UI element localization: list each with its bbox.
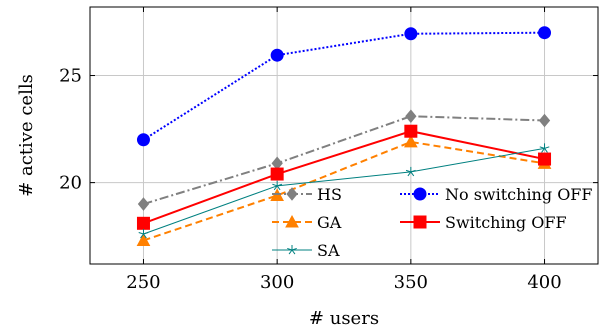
data-point	[405, 109, 417, 124]
legend-marker	[413, 187, 427, 201]
data-point	[538, 26, 552, 40]
x-axis-label: # users	[309, 308, 379, 329]
x-tick-label: 400	[527, 272, 561, 293]
series-line	[143, 140, 545, 242]
series-4	[138, 143, 550, 239]
legend-marker	[413, 215, 427, 229]
data-point	[538, 152, 552, 166]
data-point	[136, 233, 151, 246]
legend-entry: GA	[272, 213, 342, 232]
legend: HS No switching OFF GA Switching OFF SA	[272, 185, 593, 260]
y-tick-label: 25	[59, 66, 82, 87]
y-tick-label: 20	[59, 173, 82, 194]
data-point	[271, 156, 283, 171]
plot-frame	[89, 6, 599, 265]
x-tick-label: 350	[394, 272, 428, 293]
data-point	[272, 180, 283, 191]
series-3	[136, 124, 552, 230]
legend-marker	[287, 245, 297, 255]
data-point	[404, 124, 418, 138]
series-line	[143, 115, 545, 205]
series-layer	[136, 26, 552, 246]
ticks: 250 300 350 400 20 25	[59, 7, 598, 293]
x-tick-label: 300	[260, 272, 294, 293]
data-point	[539, 143, 550, 153]
legend-entry: HS	[272, 185, 342, 204]
legend-label: No switching OFF	[445, 185, 593, 204]
legend-label: HS	[317, 185, 342, 204]
data-point	[403, 134, 418, 148]
data-point	[404, 27, 418, 41]
legend-entry: Switching OFF	[400, 213, 567, 232]
data-point	[270, 167, 284, 181]
data-point	[270, 48, 284, 62]
legend-label: SA	[317, 241, 340, 260]
data-point	[136, 133, 150, 147]
legend-marker	[285, 214, 299, 228]
x-tick-label: 250	[126, 272, 160, 293]
series-line	[143, 130, 545, 225]
y-axis-label: # active cells	[16, 74, 37, 197]
legend-label: Switching OFF	[445, 213, 567, 232]
legend-label: GA	[317, 213, 342, 232]
data-point	[538, 113, 551, 128]
data-point	[405, 166, 416, 177]
legend-entry: No switching OFF	[400, 185, 593, 204]
series-1	[136, 26, 552, 147]
series-line	[143, 147, 545, 235]
series-0	[137, 109, 551, 211]
data-point	[138, 229, 149, 239]
series-line	[142, 31, 545, 141]
legend-marker	[286, 187, 298, 201]
legend-entry: SA	[272, 241, 340, 260]
data-point	[136, 216, 150, 230]
data-point	[137, 197, 150, 211]
